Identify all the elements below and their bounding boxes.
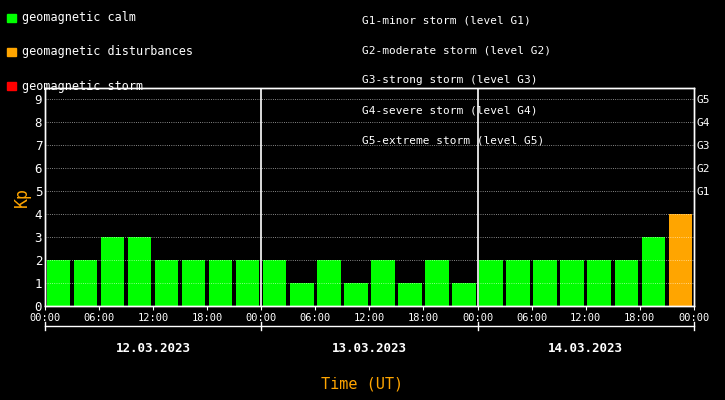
Text: 14.03.2023: 14.03.2023 — [548, 342, 624, 354]
Bar — [506, 260, 530, 306]
Bar — [615, 260, 638, 306]
Bar — [668, 214, 692, 306]
Text: G2-moderate storm (level G2): G2-moderate storm (level G2) — [362, 45, 552, 55]
Bar — [317, 260, 341, 306]
Bar — [290, 283, 313, 306]
Bar — [371, 260, 394, 306]
Bar — [155, 260, 178, 306]
Text: geomagnetic disturbances: geomagnetic disturbances — [22, 46, 193, 58]
Bar — [74, 260, 97, 306]
Bar — [479, 260, 502, 306]
Bar — [263, 260, 286, 306]
Bar — [398, 283, 422, 306]
Text: geomagnetic calm: geomagnetic calm — [22, 12, 136, 24]
Bar — [209, 260, 233, 306]
Bar — [560, 260, 584, 306]
Text: G5-extreme storm (level G5): G5-extreme storm (level G5) — [362, 135, 544, 145]
Text: 12.03.2023: 12.03.2023 — [115, 342, 191, 354]
Bar — [236, 260, 260, 306]
Text: geomagnetic storm: geomagnetic storm — [22, 80, 143, 92]
Bar — [46, 260, 70, 306]
Bar — [587, 260, 611, 306]
Text: G3-strong storm (level G3): G3-strong storm (level G3) — [362, 75, 538, 85]
Bar — [642, 237, 665, 306]
Bar — [344, 283, 368, 306]
Text: G1-minor storm (level G1): G1-minor storm (level G1) — [362, 15, 531, 25]
Text: G4-severe storm (level G4): G4-severe storm (level G4) — [362, 105, 538, 115]
Bar — [426, 260, 449, 306]
Bar — [534, 260, 557, 306]
Bar — [182, 260, 205, 306]
Text: Time (UT): Time (UT) — [321, 376, 404, 392]
Bar — [128, 237, 152, 306]
Y-axis label: Kp: Kp — [12, 187, 30, 207]
Text: 13.03.2023: 13.03.2023 — [332, 342, 407, 354]
Bar — [452, 283, 476, 306]
Bar — [101, 237, 124, 306]
